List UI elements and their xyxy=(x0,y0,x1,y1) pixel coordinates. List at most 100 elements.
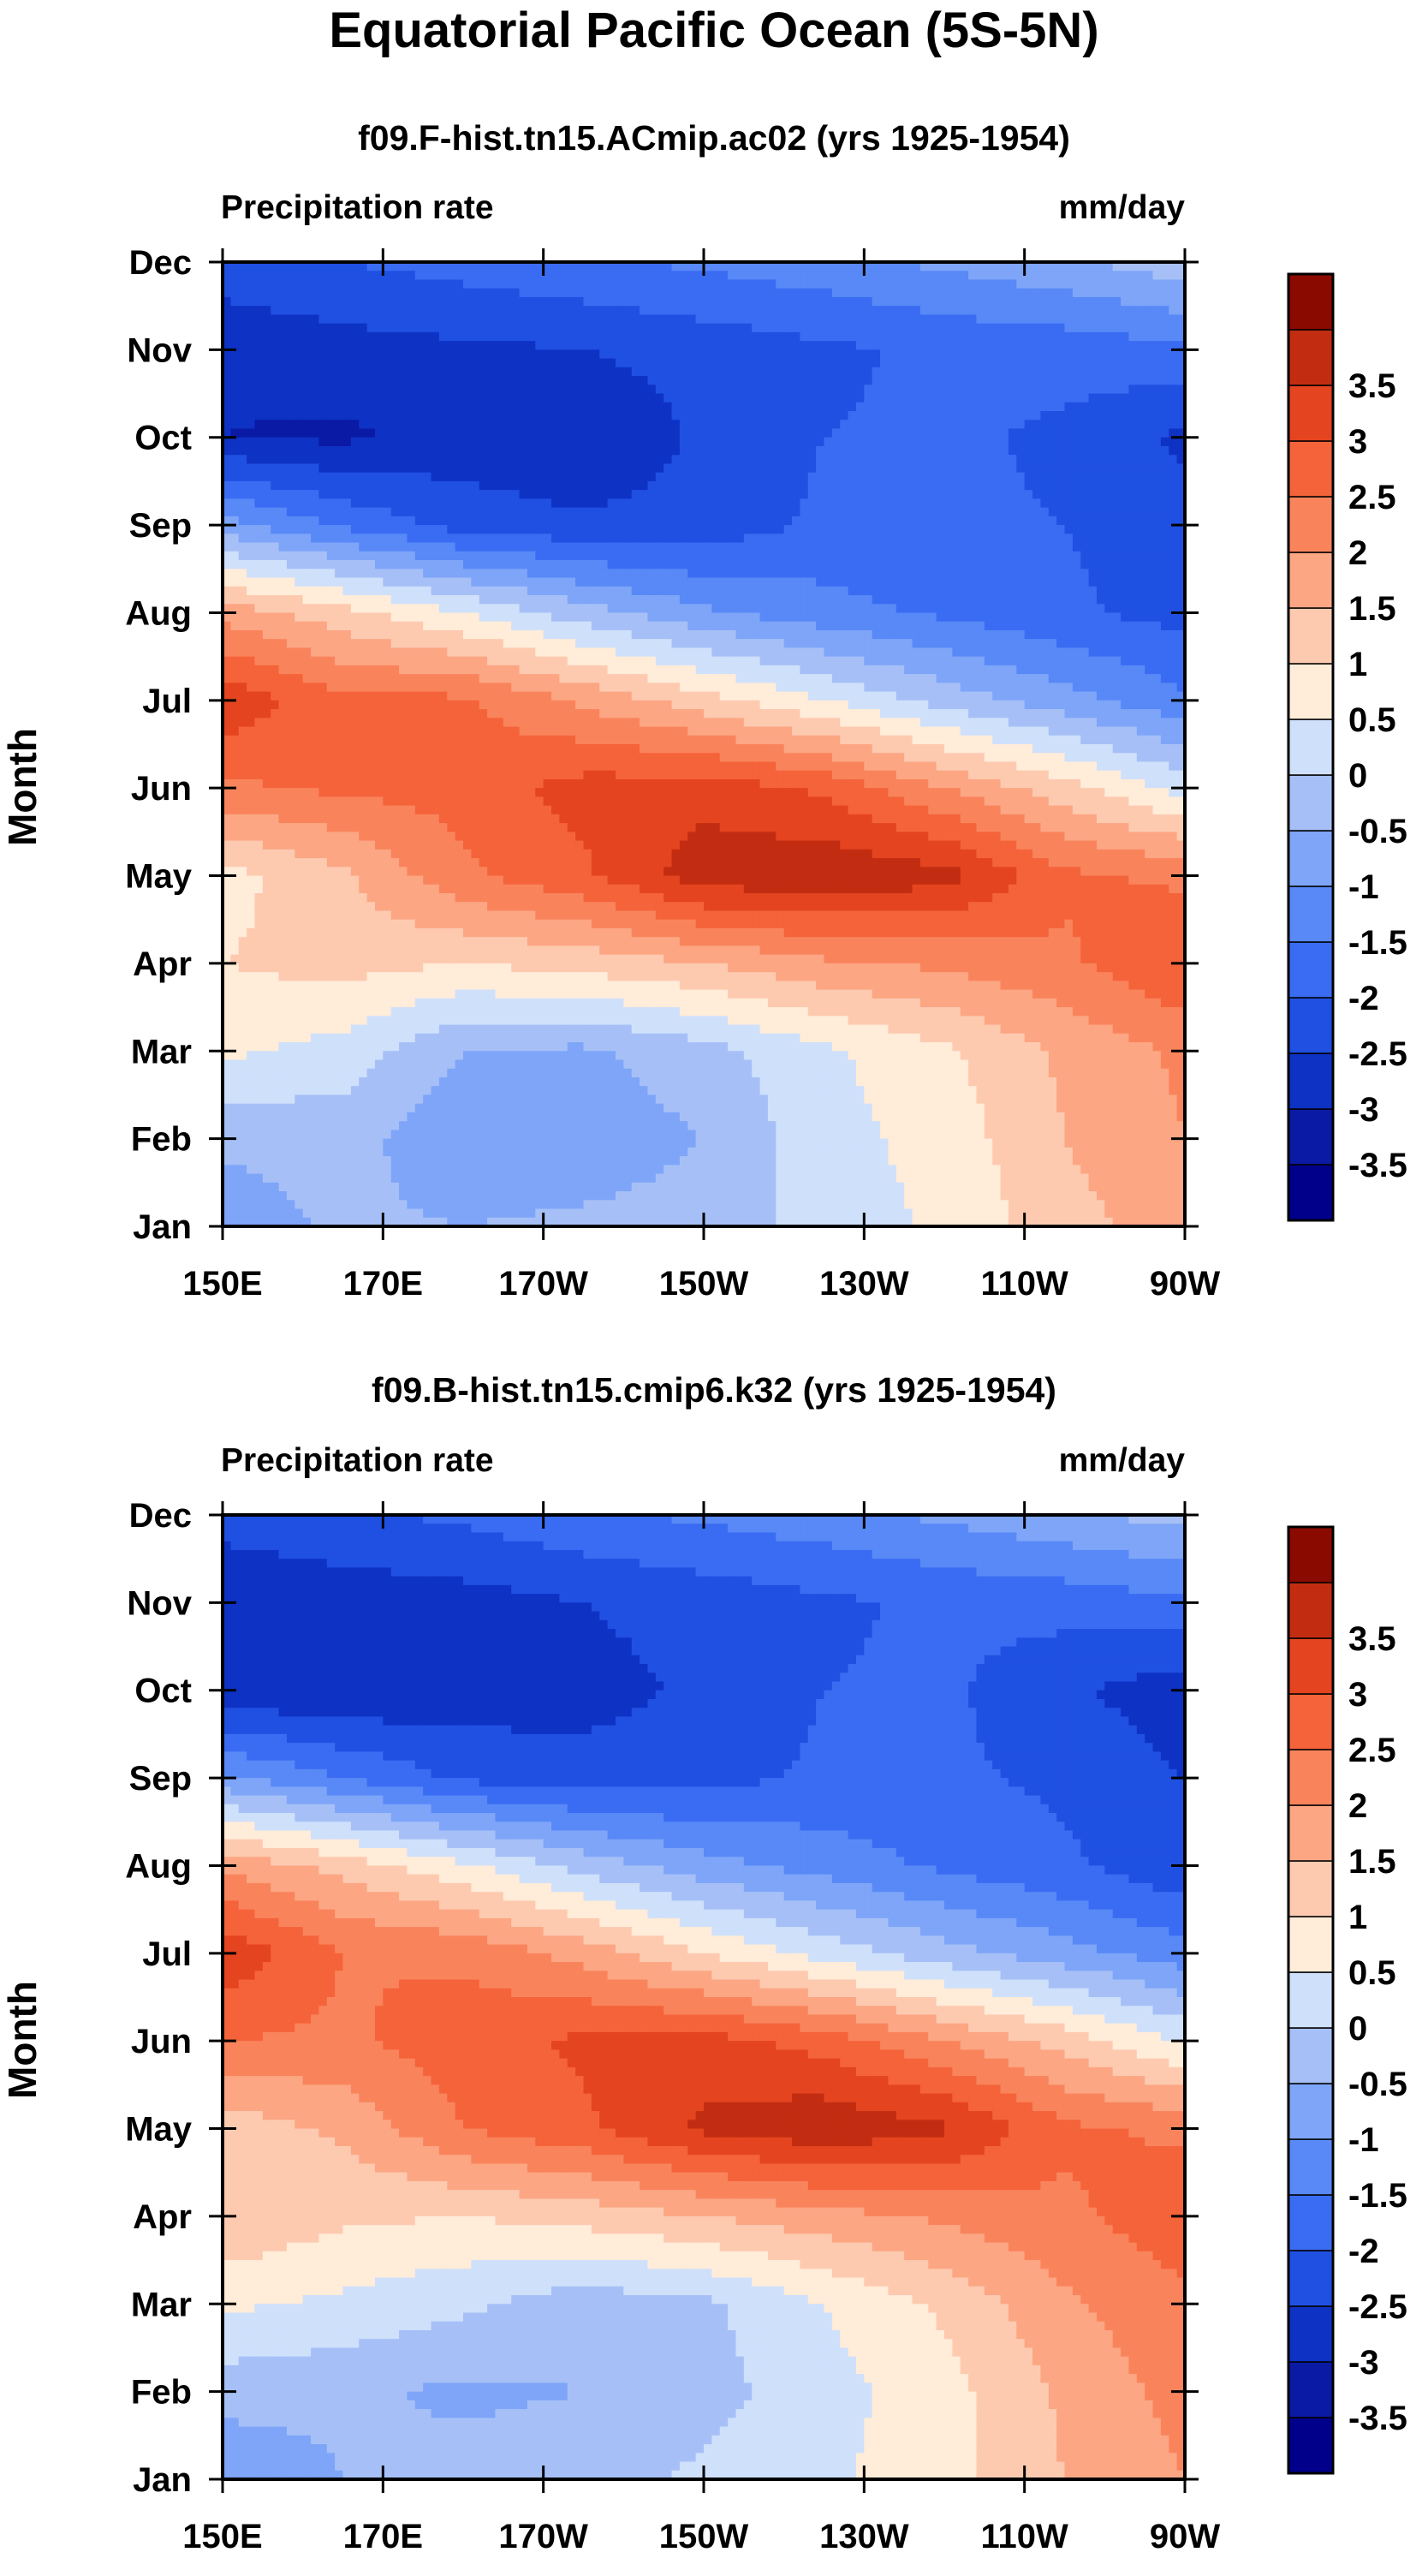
contour-cell xyxy=(583,516,592,526)
contour-cell xyxy=(1072,507,1081,517)
contour-cell xyxy=(735,437,745,447)
contour-cell xyxy=(631,262,640,271)
contour-cell xyxy=(735,428,745,438)
contour-cell xyxy=(919,367,929,377)
contour-cell xyxy=(302,296,312,307)
contour-cell xyxy=(311,534,319,544)
contour-cell xyxy=(895,271,905,281)
contour-cell xyxy=(575,498,585,509)
contour-cell xyxy=(928,507,937,517)
contour-cell xyxy=(575,402,585,412)
contour-cell xyxy=(984,296,993,307)
contour-cell xyxy=(631,385,640,395)
contour-cell xyxy=(342,314,352,325)
contour-cell xyxy=(278,490,288,499)
contour-cell xyxy=(1016,490,1026,499)
contour-cell xyxy=(864,560,873,569)
contour-cell xyxy=(366,358,376,368)
contour-cell xyxy=(1000,428,1009,438)
contour-cell xyxy=(1040,358,1050,368)
contour-cell xyxy=(1008,306,1017,316)
contour-cell xyxy=(583,331,592,342)
contour-cell xyxy=(583,480,592,491)
contour-cell xyxy=(230,490,240,499)
contour-cell xyxy=(671,586,681,596)
contour-cell xyxy=(527,480,536,491)
contour-cell xyxy=(431,560,440,569)
contour-cell xyxy=(735,445,745,456)
contour-cell xyxy=(888,612,897,623)
contour-cell xyxy=(551,385,560,395)
contour-cell xyxy=(311,306,319,316)
contour-cell xyxy=(864,420,873,430)
contour-cell xyxy=(631,594,640,605)
contour-cell xyxy=(479,437,488,447)
contour-cell xyxy=(944,411,953,420)
contour-cell xyxy=(318,594,328,605)
contour-cell xyxy=(831,455,841,465)
contour-cell xyxy=(438,393,448,403)
contour-cell xyxy=(695,271,705,281)
contour-cell xyxy=(247,349,256,360)
contour-cell xyxy=(583,525,592,534)
contour-cell xyxy=(471,604,480,614)
contour-cell xyxy=(1121,525,1130,534)
contour-cell xyxy=(1128,490,1138,499)
contour-cell xyxy=(679,516,688,526)
contour-cell xyxy=(1169,296,1178,307)
contour-cell xyxy=(1064,594,1074,605)
contour-cell xyxy=(230,306,240,316)
contour-cell xyxy=(543,314,552,325)
contour-cell xyxy=(855,490,865,499)
contour-cell xyxy=(519,490,528,499)
contour-cell xyxy=(631,445,640,456)
contour-cell xyxy=(1000,560,1009,569)
contour-cell xyxy=(527,279,536,289)
contour-cell xyxy=(663,437,673,447)
contour-cell xyxy=(767,323,776,333)
contour-cell xyxy=(438,551,448,561)
contour-cell xyxy=(695,577,705,587)
contour-cell xyxy=(455,586,464,596)
contour-cell xyxy=(238,314,247,325)
contour-cell xyxy=(302,367,312,377)
contour-cell xyxy=(431,594,440,605)
contour-cell xyxy=(880,560,890,569)
contour-cell xyxy=(247,542,256,552)
contour-cell xyxy=(960,341,969,350)
contour-cell xyxy=(615,612,624,623)
contour-cell xyxy=(864,437,873,447)
contour-cell xyxy=(238,385,247,395)
contour-cell xyxy=(816,560,825,569)
contour-cell xyxy=(599,516,609,526)
contour-cell xyxy=(1088,569,1098,579)
contour-cell xyxy=(615,428,624,438)
contour-cell xyxy=(1096,472,1105,482)
contour-cell xyxy=(326,341,336,350)
contour-cell xyxy=(984,604,993,614)
contour-cell xyxy=(1088,463,1098,474)
contour-cell xyxy=(728,445,737,456)
contour-cell xyxy=(1056,516,1066,526)
contour-cell xyxy=(719,463,729,474)
contour-cell xyxy=(543,367,552,377)
contour-cell xyxy=(631,420,640,430)
contour-cell xyxy=(872,525,881,534)
contour-cell xyxy=(487,612,497,623)
contour-cell xyxy=(1152,262,1162,271)
contour-cell xyxy=(359,385,368,395)
contour-cell xyxy=(1145,577,1154,587)
contour-cell xyxy=(503,323,512,333)
contour-cell xyxy=(591,594,600,605)
contour-cell xyxy=(390,341,400,350)
contour-cell xyxy=(640,393,649,403)
contour-cell xyxy=(1048,411,1057,420)
contour-cell xyxy=(278,402,288,412)
contour-cell xyxy=(1080,445,1090,456)
contour-cell xyxy=(663,490,673,499)
contour-cell xyxy=(366,420,376,430)
contour-cell xyxy=(952,393,961,403)
contour-cell xyxy=(278,367,288,377)
contour-cell xyxy=(438,604,448,614)
contour-cell xyxy=(840,296,849,307)
